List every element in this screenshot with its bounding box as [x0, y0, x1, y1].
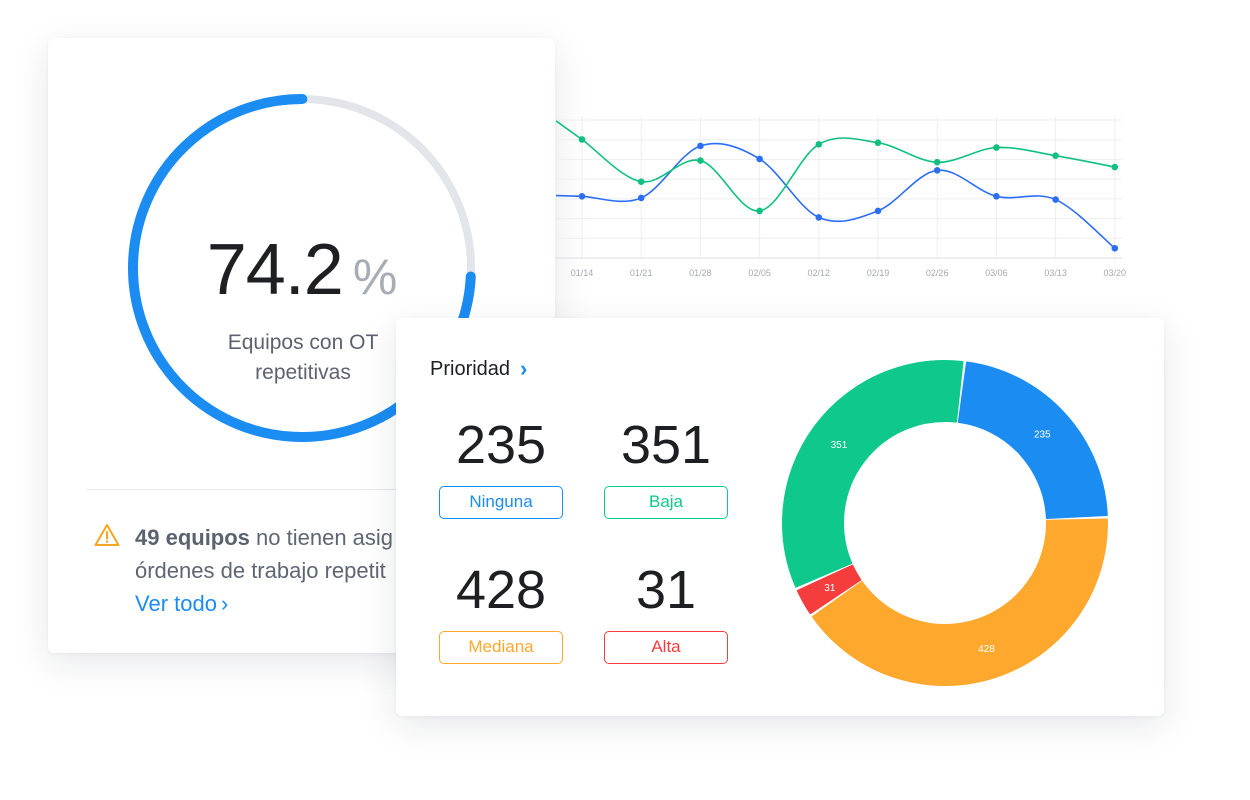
priority-badge-mediana[interactable]: Mediana: [439, 631, 563, 664]
chart-grid: [555, 116, 1122, 259]
data-point-2: [874, 139, 882, 147]
x-tick-label: 01/21: [630, 268, 653, 278]
data-point-1: [993, 193, 1000, 200]
trend-line-chart: 01/14 01/21 01/28 02/05 02/12 02/19 02/26 03/06…: [555, 116, 1127, 278]
data-point-1: [933, 167, 941, 174]
stat-value: 428: [455, 560, 547, 620]
donut-value-label: 235: [1034, 429, 1051, 440]
priority-badge-baja[interactable]: Baja: [604, 486, 728, 519]
priority-stat-ninguna: 235 Ninguna: [439, 418, 563, 519]
data-point-2: [637, 178, 645, 185]
stat-value: 351: [620, 415, 712, 475]
donut-segment-alta[interactable]: [796, 564, 862, 615]
priority-stat-alta: 31 Alta: [604, 563, 728, 664]
x-tick-label: 02/26: [926, 268, 949, 278]
see-all-link[interactable]: Ver todo ›: [135, 591, 228, 617]
data-point-1: [1052, 196, 1059, 203]
x-tick-label: 03/06: [985, 268, 1008, 278]
warning-triangle-icon: [94, 524, 120, 546]
chevron-right-icon: ›: [220, 591, 229, 616]
gauge-unit: %: [352, 249, 397, 305]
gauge-caption: Equipos con OT repetitivas: [198, 328, 408, 388]
priority-stat-mediana: 428 Mediana: [439, 563, 563, 664]
see-all-label: Ver todo: [135, 591, 217, 616]
gauge-progress-arc: [128, 94, 476, 442]
stat-value: 235: [455, 415, 547, 475]
data-point-1: [637, 194, 645, 202]
x-tick-label: 03/20: [1104, 268, 1127, 278]
series-line-2: [555, 120, 1115, 212]
x-tick-label: 02/19: [867, 268, 890, 278]
alert-count: 49 equipos: [135, 525, 250, 550]
x-tick-label: 03/13: [1044, 268, 1067, 278]
divider: [86, 489, 518, 490]
donut-value-label: 351: [831, 440, 848, 451]
x-tick-label: 02/05: [748, 268, 771, 278]
data-point-2: [815, 141, 823, 148]
alert-line2: órdenes de trabajo repetit: [135, 558, 386, 583]
priority-stat-baja: 351 Baja: [604, 418, 728, 519]
donut-segment-mediana[interactable]: [811, 518, 1108, 686]
data-point-1: [1111, 244, 1119, 252]
priority-title: Prioridad: [430, 357, 511, 380]
gauge-number: 74.2: [206, 230, 344, 310]
data-point-1: [697, 142, 704, 150]
alert-line1: no tienen asig: [249, 525, 394, 550]
donut-segment-ninguna[interactable]: [957, 361, 1108, 519]
alert-message: 49 equipos no tienen asig órdenes de tra…: [135, 521, 535, 587]
data-point-1: [815, 214, 823, 221]
data-point-2: [933, 158, 941, 166]
gauge-ring: [128, 94, 476, 442]
donut-value-label: 428: [978, 644, 995, 655]
priority-header-link[interactable]: Prioridad ›: [430, 356, 527, 382]
chevron-right-icon: ›: [520, 356, 528, 381]
data-point-2: [993, 144, 1000, 151]
priority-badge-ninguna[interactable]: Ninguna: [439, 486, 563, 519]
priority-card: Prioridad › 235 Ninguna 351 Baja 428 Med…: [396, 318, 1164, 716]
data-point-2: [697, 157, 704, 164]
data-point-2: [1111, 163, 1119, 171]
priority-donut-chart: 235 428 31 351: [782, 360, 1108, 686]
x-tick-label: 02/12: [808, 268, 831, 278]
data-point-1: [578, 193, 586, 200]
data-point-2: [756, 207, 763, 215]
gauge-caption-line1: Equipos con OT: [227, 331, 379, 354]
gauge-value: 74.2%: [48, 234, 555, 306]
donut-segment-baja[interactable]: [782, 360, 964, 588]
x-tick-label: 01/14: [571, 268, 594, 278]
data-point-1: [874, 207, 882, 215]
stat-value: 31: [635, 560, 697, 620]
gauge-caption-line2: repetitivas: [255, 361, 351, 384]
data-point-1: [756, 155, 763, 163]
x-tick-label: 01/28: [689, 268, 712, 278]
data-point-2: [578, 136, 586, 143]
data-point-2: [1052, 152, 1059, 160]
donut-value-label: 31: [824, 583, 836, 594]
priority-badge-alta[interactable]: Alta: [604, 631, 728, 664]
